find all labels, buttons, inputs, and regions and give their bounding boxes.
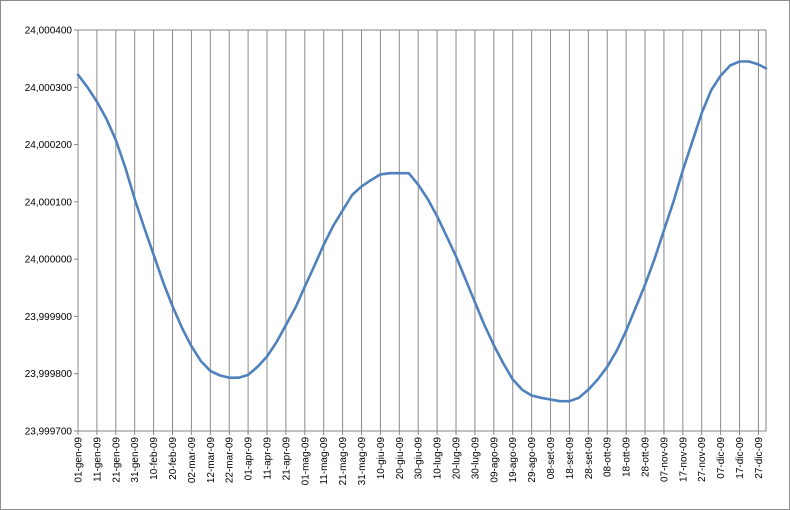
x-tick-label: 21-mag-09 [338, 437, 349, 486]
x-tick-label: 30-giu-09 [414, 437, 425, 480]
x-tick-label: 30-lug-09 [470, 437, 481, 480]
x-tick-label: 21-gen-09 [111, 437, 122, 483]
x-tick-label: 27-nov-09 [697, 437, 708, 482]
x-tick-label: 01-apr-09 [244, 437, 255, 481]
y-tick-label: 23,999900 [25, 312, 73, 323]
x-tick-label: 17-dic-09 [735, 437, 746, 479]
y-tick-label: 23,999700 [25, 427, 73, 438]
x-tick-label: 11-gen-09 [92, 437, 103, 482]
x-tick-label: 08-set-09 [546, 437, 557, 480]
x-tick-label: 18-set-09 [565, 437, 576, 480]
x-tick-label: 11-apr-09 [263, 437, 274, 480]
x-tick-label: 02-mar-09 [187, 437, 198, 484]
y-axis: 24,000400 24,000300 24,000200 24,000100 24,0… [25, 26, 78, 438]
x-tick-label: 17-nov-09 [678, 437, 689, 482]
x-tick-label: 28-ott-09 [641, 437, 652, 477]
x-tick-label: 10-giu-09 [376, 437, 387, 480]
x-tick-label: 10-feb-09 [149, 437, 160, 480]
y-tick-label: 24,000200 [25, 140, 73, 151]
y-tick-label: 24,000100 [25, 197, 73, 208]
x-tick-label: 18-ott-09 [622, 437, 633, 477]
x-tick-label: 11-mag-09 [319, 437, 330, 485]
x-tick-label: 10-lug-09 [433, 437, 444, 480]
x-tick-label: 01-mag-09 [300, 437, 311, 486]
x-tick-label: 31-gen-09 [130, 437, 141, 483]
x-axis: 01-gen-09 11-gen-09 21-gen-09 31-gen-09 10-f… [74, 431, 765, 485]
x-tick-label: 01-gen-09 [74, 437, 85, 483]
x-tick-label: 31-mag-09 [357, 437, 368, 486]
x-tick-label: 20-giu-09 [395, 437, 406, 480]
x-tick-label: 09-ago-09 [489, 437, 500, 483]
x-tick-label: 07-nov-09 [659, 437, 670, 482]
x-tick-label: 28-set-09 [584, 437, 595, 480]
x-tick-label: 12-mar-09 [206, 437, 217, 484]
x-tick-label: 29-ago-09 [527, 437, 538, 483]
x-tick-label: 20-feb-09 [168, 437, 179, 480]
y-tick-label: 23,999800 [25, 369, 73, 380]
x-tick-label: 20-lug-09 [452, 437, 463, 480]
y-tick-label: 24,000300 [25, 83, 73, 94]
x-tick-label: 08-ott-09 [603, 437, 614, 477]
x-tick-label: 07-dic-09 [716, 437, 727, 479]
x-tick-label: 19-ago-09 [508, 437, 519, 483]
x-tick-label: 27-dic-09 [754, 437, 765, 479]
x-tick-label: 22-mar-09 [225, 437, 236, 484]
y-tick-label: 24,000000 [25, 255, 73, 266]
x-tick-label: 21-apr-09 [281, 437, 292, 481]
y-tick-label: 24,000400 [25, 26, 73, 37]
